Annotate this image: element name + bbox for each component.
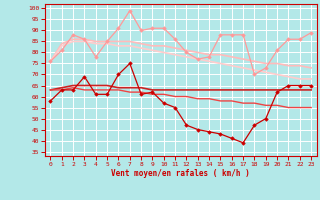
- X-axis label: Vent moyen/en rafales ( km/h ): Vent moyen/en rafales ( km/h ): [111, 169, 250, 178]
